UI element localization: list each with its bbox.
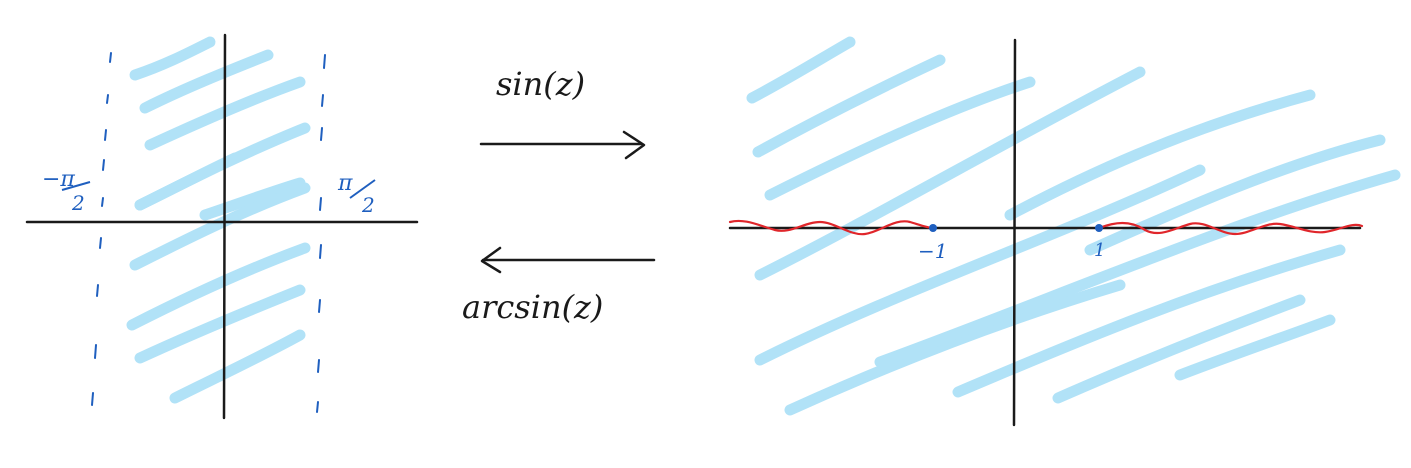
label-pos-pi-half-num: π (337, 171, 353, 196)
label-neg-pi-half-den: 2 (71, 191, 85, 215)
left-imag-axis (222, 33, 227, 420)
right-imag-axis (1012, 38, 1017, 427)
branch-cut-right (1097, 221, 1364, 236)
point-pos-one-label: 1 (1094, 240, 1105, 261)
fraction-bar-icon (61, 181, 91, 191)
branch-cuts (728, 219, 1364, 236)
forward-map-label: sin(z) (496, 65, 585, 103)
right-plane-shading (746, 36, 1401, 416)
label-pos-pi-half-den: 2 (361, 193, 375, 217)
point-neg-one (929, 224, 937, 232)
forward-arrow-icon (479, 130, 646, 160)
left-boundary-pos-pi-half (316, 54, 326, 413)
backward-arrow-icon (480, 246, 656, 274)
branch-cut-left (728, 219, 935, 236)
left-axes (25, 33, 419, 420)
point-neg-one-label: −1 (918, 239, 947, 263)
label-pos-pi-half: π 2 (337, 171, 376, 217)
label-neg-pi-half: −π 2 (42, 167, 91, 215)
fraction-bar-icon (349, 179, 376, 199)
left-strip-shading (126, 36, 311, 404)
point-pos-one (1095, 224, 1103, 232)
backward-map-label: arcsin(z) (462, 288, 603, 326)
left-boundary-neg-pi-half (91, 52, 112, 406)
